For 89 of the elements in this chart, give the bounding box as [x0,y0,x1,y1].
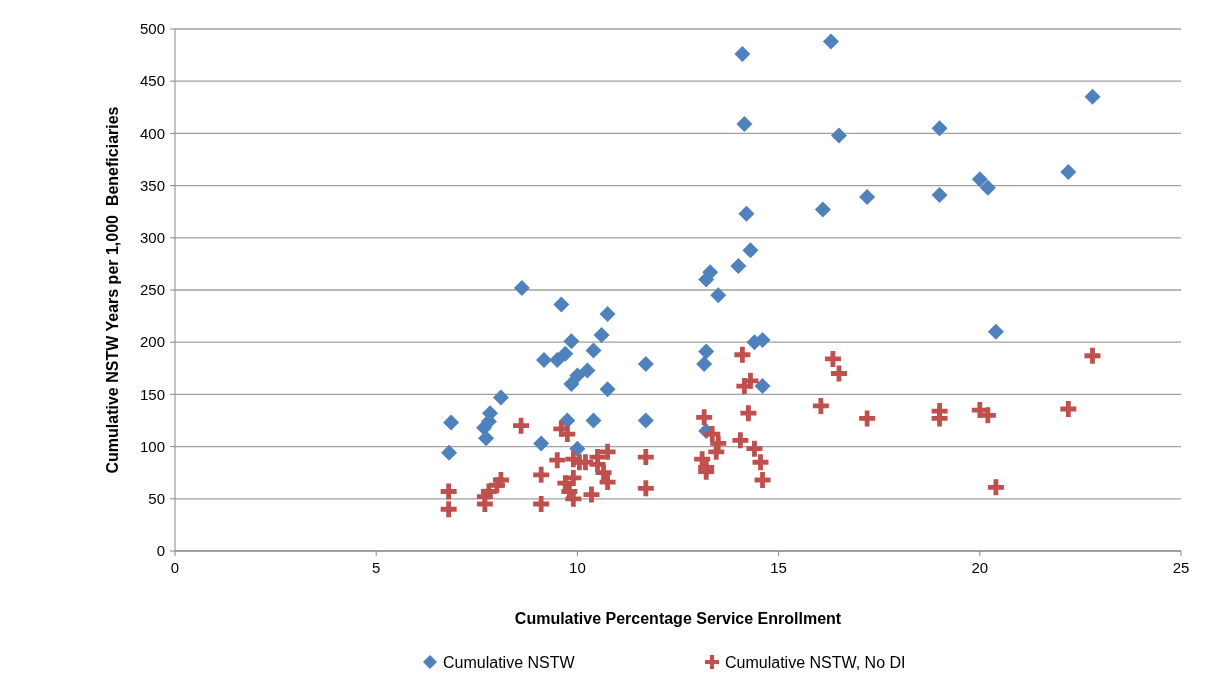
point [533,466,550,483]
x-tick-label: 0 [170,559,180,576]
point [710,435,727,452]
point [822,33,839,50]
point [971,171,988,188]
point [812,397,829,414]
point [1084,347,1101,364]
point [440,483,457,500]
point [696,356,713,373]
point [742,242,759,259]
y-tick-label: 450 [139,72,165,90]
point [599,474,616,491]
point [710,287,727,304]
y-tick-label: 250 [139,281,165,299]
point [696,409,713,426]
point [637,480,654,497]
point [814,201,831,218]
point [593,326,610,343]
point [830,365,847,382]
point [637,356,654,373]
point [754,472,771,489]
y-axis-title: Cumulative NSTW Years per 1,000 Beneficiaries [104,106,121,474]
point [563,375,580,392]
point [563,333,580,350]
y-tick-label: 300 [139,229,165,247]
point [536,351,552,368]
point [637,412,654,429]
y-tick-label: 50 [148,490,165,508]
point [746,440,763,457]
point [549,452,566,469]
point [585,412,602,429]
point [533,496,550,513]
point [599,306,616,323]
point [740,405,757,422]
point [752,454,769,471]
point [734,346,751,363]
point [859,189,876,206]
point [478,430,495,447]
y-tick-label: 500 [139,20,165,38]
legend-label: Cumulative NSTW [443,653,576,671]
point [553,296,570,313]
point [1060,401,1077,418]
point [513,417,530,434]
y-tick-label: 350 [139,176,165,194]
x-tick-label: 10 [569,559,586,576]
point [987,479,1004,496]
point [987,323,1004,340]
point [859,410,876,427]
y-tick-label: 150 [139,385,165,403]
point [559,426,576,443]
y-tick-label: 100 [139,437,165,455]
legend-label: Cumulative NSTW, No DI [725,653,906,671]
point [698,343,715,360]
x-tick-label: 25 [1172,559,1190,576]
point [441,444,458,461]
x-tick-label: 20 [971,559,989,576]
point [583,486,600,503]
point [734,46,751,63]
point [599,443,616,460]
point [492,389,509,406]
x-axis-title: Cumulative Percentage Service Enrollment [514,610,842,627]
point [754,378,771,395]
point [569,367,586,384]
point [533,435,550,452]
x-tick-label: 15 [770,559,787,576]
point [931,187,948,203]
y-tick-label: 400 [139,124,165,142]
point [579,362,596,379]
y-tick-label: 0 [156,542,165,560]
point [738,205,755,222]
point [440,501,457,518]
point [732,432,749,449]
point [830,127,847,144]
point [565,469,582,486]
y-tick-label: 200 [139,333,165,351]
point [637,449,654,466]
point [599,381,616,398]
point [931,120,948,137]
point [698,463,715,480]
point [557,345,574,362]
point [443,414,460,431]
point [585,342,602,359]
point [736,116,753,132]
point [1084,88,1101,105]
point [730,257,747,274]
point [513,279,530,296]
point [979,179,996,196]
point [1060,164,1077,181]
x-tick-label: 5 [372,559,381,576]
